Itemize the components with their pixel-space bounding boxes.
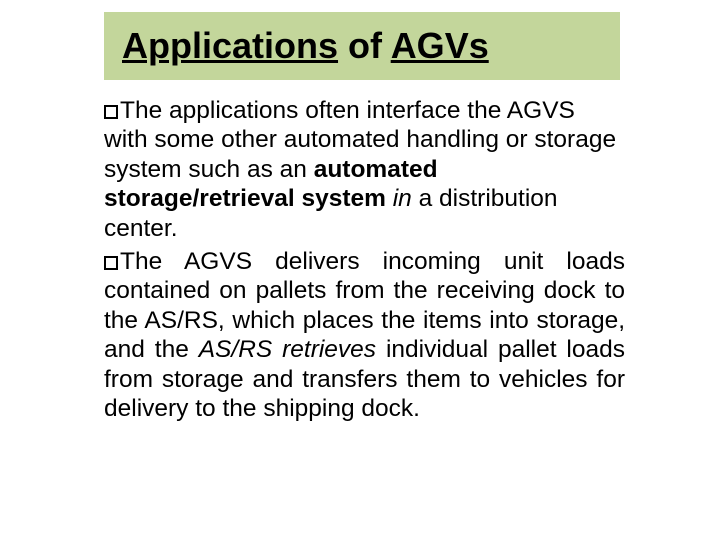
paragraph-1: The applications often interface the AGV… [104,96,625,243]
title-word-3: AGVs [391,25,489,66]
para1-prefix: The [120,97,162,124]
bullet-icon [104,105,118,119]
slide-title: Applications of AGVs [122,25,489,67]
title-bar: Applications of AGVs [104,12,620,80]
title-word-1: Applications [122,25,338,66]
title-word-2: of [338,25,391,66]
para2-seg1: AS/RS retrieves [199,336,376,363]
bullet-icon [104,256,118,270]
paragraph-2: The AGVS delivers incoming unit loads co… [104,247,625,423]
para2-prefix: The [120,248,162,275]
content-area: The applications often interface the AGV… [104,96,625,427]
para1-seg2: in [393,185,412,212]
